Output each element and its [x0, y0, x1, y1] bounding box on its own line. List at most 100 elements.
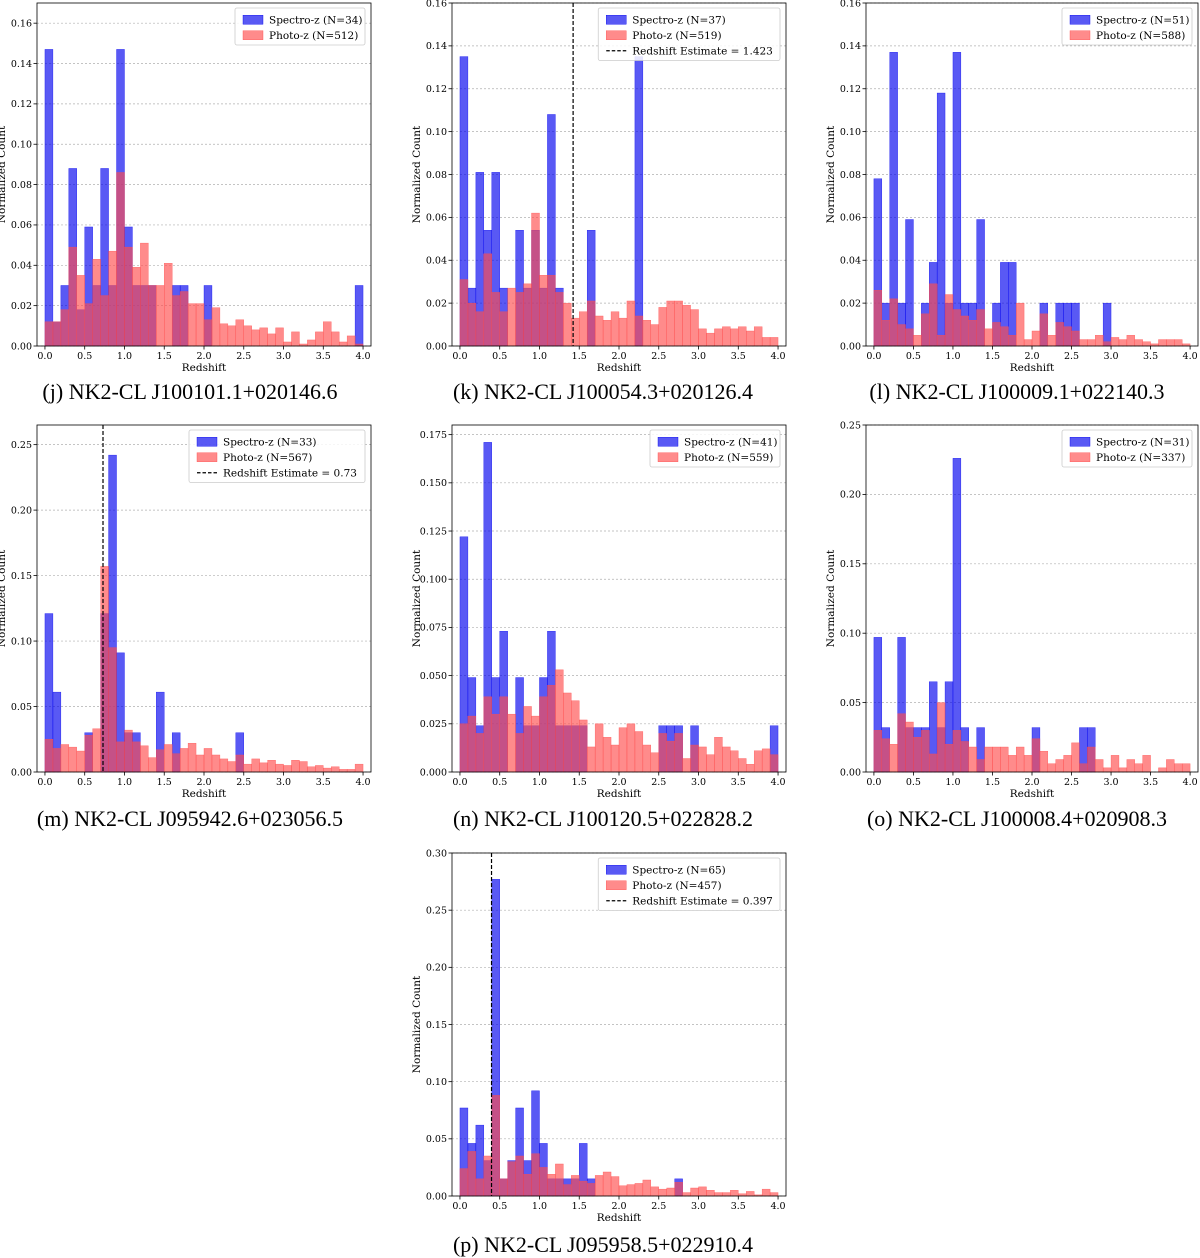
x-tick-label: 0.5 — [77, 777, 92, 788]
legend-label: Spectro-z (N=51) — [1096, 14, 1190, 26]
x-tick-label: 2.0 — [611, 1201, 626, 1212]
legend-box — [188, 429, 366, 483]
bar — [323, 321, 332, 347]
x-tick-label: 1.5 — [985, 351, 1000, 362]
bar — [555, 292, 564, 347]
x-tick-label: 4.0 — [1183, 351, 1198, 362]
bar — [594, 1175, 604, 1197]
legend-swatch — [606, 880, 627, 890]
bar — [1079, 763, 1088, 773]
bar — [1134, 763, 1143, 773]
legend-box — [597, 857, 781, 911]
bar — [283, 341, 292, 347]
bar — [354, 763, 364, 773]
bar — [730, 1190, 739, 1197]
x-tick-label: 2.5 — [651, 351, 666, 362]
bar — [1102, 341, 1112, 347]
legend-swatch — [196, 437, 218, 447]
y-tick-label: 0.150 — [420, 478, 447, 489]
bar — [92, 728, 101, 773]
legend-swatch — [657, 437, 679, 447]
bar — [1031, 738, 1041, 773]
bar — [483, 1155, 492, 1197]
histogram-panel-3: 0.0 0.5 1.0 1.5 2.0 2.5 3.0 3.5 4.0 0.00 0.05 0.10 0… — [0, 424, 372, 800]
bar — [960, 315, 969, 347]
bar — [539, 275, 548, 347]
bar — [873, 290, 883, 347]
bar — [968, 320, 977, 347]
legend-swatch — [196, 452, 218, 462]
x-tick-label: 2.5 — [1064, 777, 1079, 788]
y-axis-label: Normalized Count — [411, 975, 423, 1073]
bar — [1102, 767, 1112, 773]
y-tick-label: 0.00 — [426, 341, 447, 352]
bar — [952, 458, 962, 773]
legend-label: Spectro-z (N=31) — [1096, 436, 1190, 448]
bar — [515, 733, 524, 773]
bar — [1142, 755, 1151, 773]
y-tick-label: 0.16 — [11, 18, 32, 29]
bar — [706, 754, 715, 773]
bar — [1039, 313, 1049, 347]
bar — [690, 309, 699, 347]
bars — [873, 458, 1191, 773]
x-tick-label: 1.0 — [945, 351, 960, 362]
bar — [586, 746, 596, 773]
y-tick-label: 0.050 — [420, 671, 447, 682]
bar — [897, 324, 906, 347]
y-tick-label: 0.00 — [840, 341, 861, 352]
bar — [291, 760, 300, 773]
bar — [602, 1171, 612, 1197]
bar — [491, 1095, 500, 1197]
bar — [291, 331, 300, 347]
bar — [315, 765, 324, 773]
bar — [674, 1182, 683, 1197]
x-tick-label: 3.5 — [316, 777, 331, 788]
bar — [116, 741, 125, 773]
histogram-panel-6: 0.0 0.5 1.0 1.5 2.0 2.5 3.0 3.5 4.0 0.00 0.05 0.10 0… — [411, 848, 787, 1224]
x-tick-label: 0.5 — [77, 351, 92, 362]
bar — [44, 49, 54, 347]
x-tick-label: 0.0 — [866, 351, 881, 362]
y-tick-label: 0.05 — [840, 698, 861, 709]
x-tick-label: 1.0 — [532, 1201, 547, 1212]
bar — [1166, 339, 1175, 347]
bar — [984, 746, 993, 773]
legend-label: Photo-z (N=512) — [269, 30, 358, 42]
y-tick-label: 0.02 — [840, 298, 861, 309]
bar — [579, 1180, 588, 1197]
series-0 — [44, 454, 244, 773]
bar — [634, 1183, 644, 1197]
bar — [1039, 750, 1049, 773]
bar — [761, 748, 771, 773]
y-tick-label: 0.16 — [840, 0, 861, 9]
bar — [579, 311, 588, 347]
y-axis-label: Normalized Count — [411, 125, 423, 223]
bar — [531, 715, 540, 773]
y-tick-label: 0.15 — [840, 559, 861, 570]
bar — [682, 758, 691, 773]
bar — [499, 696, 508, 773]
bar — [634, 56, 644, 347]
y-tick-label: 0.25 — [11, 440, 32, 451]
y-tick-label: 0.125 — [420, 526, 447, 537]
legend-label: Spectro-z (N=34) — [269, 14, 363, 26]
bar — [936, 335, 946, 347]
bar — [84, 735, 93, 773]
y-tick-label: 0.14 — [426, 41, 447, 52]
bar — [1126, 759, 1135, 773]
bar — [666, 740, 675, 773]
bar — [1031, 330, 1041, 347]
x-axis-label: Redshift — [1010, 788, 1055, 800]
bar — [483, 696, 492, 773]
bar — [610, 744, 620, 773]
bar — [108, 250, 117, 347]
y-tick-label: 0.20 — [426, 963, 447, 974]
bar — [921, 730, 930, 773]
y-tick-label: 0.02 — [11, 301, 32, 312]
y-tick-label: 0.25 — [840, 420, 861, 431]
y-tick-label: 0.000 — [420, 767, 447, 778]
bar — [571, 1175, 580, 1197]
bar — [307, 766, 316, 773]
